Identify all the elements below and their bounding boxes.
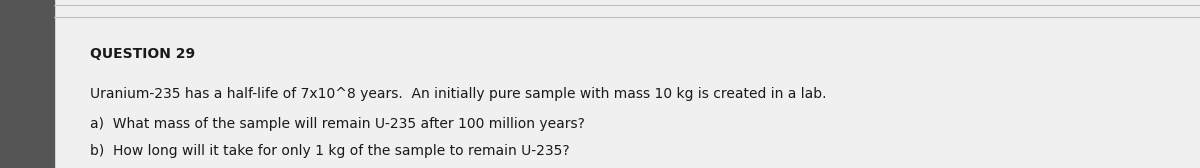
- Text: Uranium-235 has a half-life of 7x10^8 years.  An initially pure sample with mass: Uranium-235 has a half-life of 7x10^8 ye…: [90, 87, 827, 101]
- Text: QUESTION 29: QUESTION 29: [90, 47, 196, 61]
- Text: a)  What mass of the sample will remain U-235 after 100 million years?: a) What mass of the sample will remain U…: [90, 117, 584, 131]
- Bar: [0, 0, 54, 168]
- Text: b)  How long will it take for only 1 kg of the sample to remain U-235?: b) How long will it take for only 1 kg o…: [90, 144, 570, 158]
